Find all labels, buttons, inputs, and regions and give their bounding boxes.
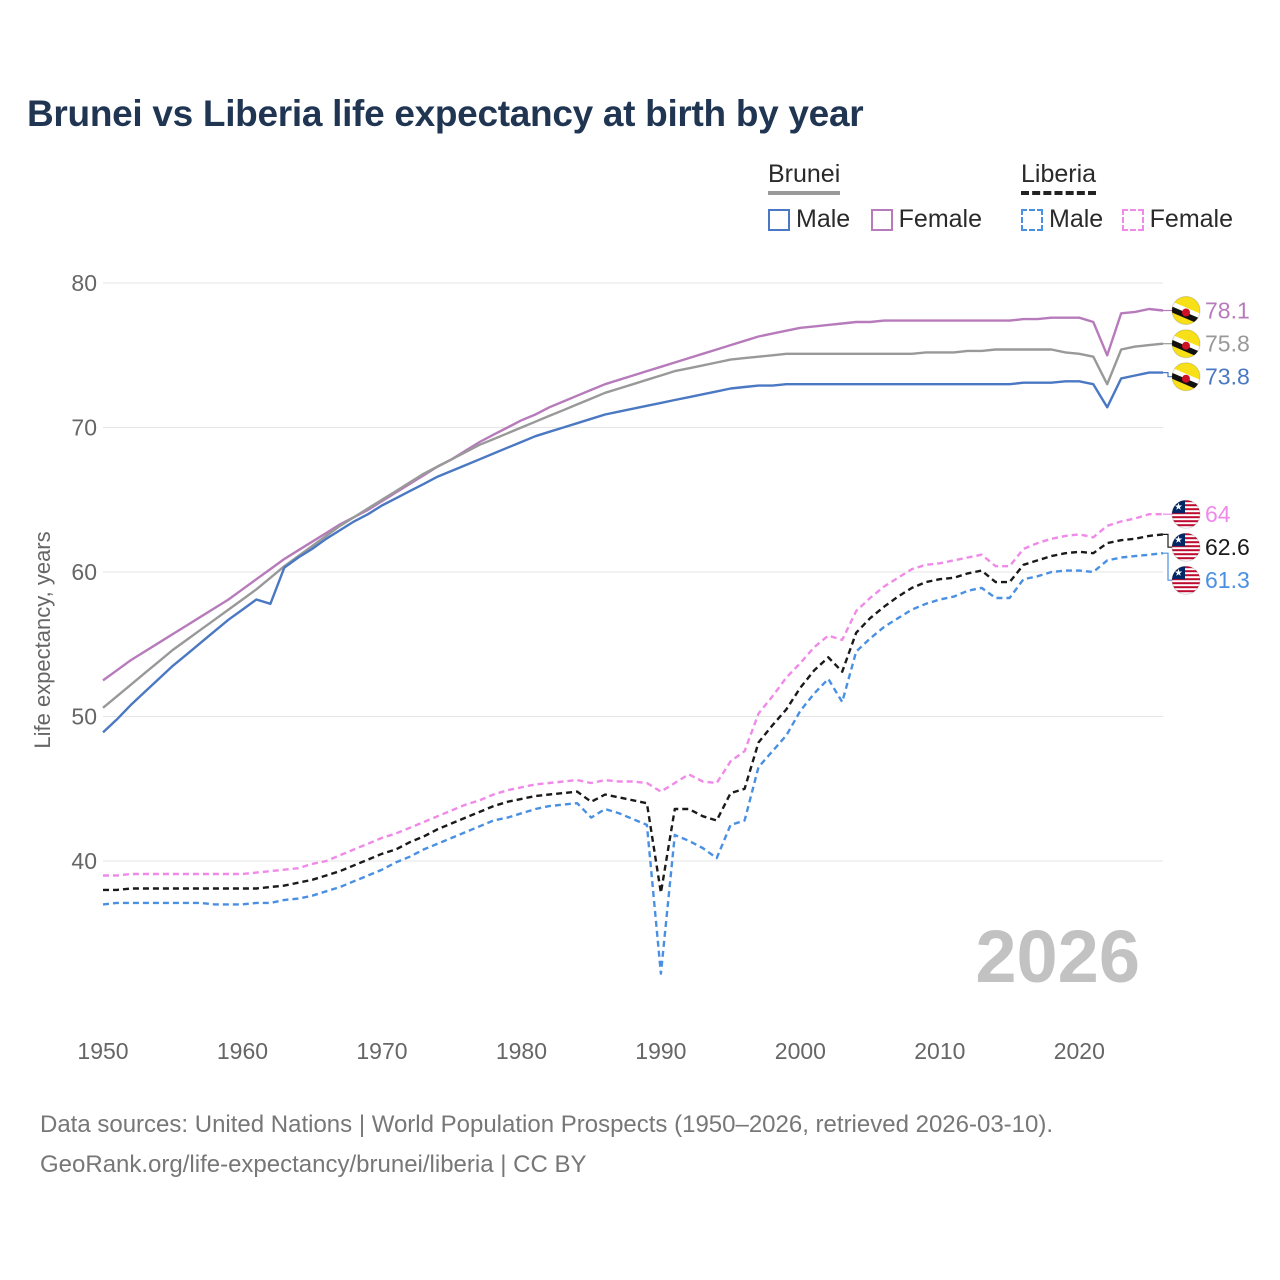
footer: Data sources: United Nations | World Pop… xyxy=(40,1105,1053,1185)
y-tick-label: 50 xyxy=(71,704,97,730)
end-label-liberia-female: 64 xyxy=(1163,499,1231,529)
current-year-watermark: 2026 xyxy=(975,915,1140,998)
y-tick-label: 60 xyxy=(71,559,97,585)
x-tick-label: 1990 xyxy=(635,1038,686,1064)
x-tick-label: 1950 xyxy=(77,1038,128,1064)
footer-link[interactable]: GeoRank.org/life-expectancy/brunei/liber… xyxy=(40,1151,587,1178)
legend-brunei-male-label: Male xyxy=(796,205,851,233)
y-axis-ticks: 40 50 60 70 80 xyxy=(71,270,97,874)
end-label-value: 75.8 xyxy=(1205,331,1250,357)
end-label-brunei-male: 73.8 xyxy=(1163,362,1250,392)
x-tick-label: 2000 xyxy=(775,1038,826,1064)
end-label-connector xyxy=(1163,372,1172,378)
legend-brunei-male-swatch xyxy=(768,208,790,231)
x-tick-label: 2020 xyxy=(1054,1038,1105,1064)
end-label-value: 61.3 xyxy=(1205,567,1250,593)
footer-sources: Data sources: United Nations | World Pop… xyxy=(40,1111,1054,1138)
series-brunei-male[interactable] xyxy=(102,371,1163,734)
legend-liberia-female-label: Female xyxy=(1149,205,1234,233)
end-label-brunei-female: 78.1 xyxy=(1163,296,1250,325)
series-liberia-male[interactable] xyxy=(102,552,1164,975)
legend-liberia-male[interactable]: Male xyxy=(1021,205,1103,234)
brunei-flag-icon xyxy=(1171,362,1201,392)
series-liberia-female[interactable] xyxy=(103,513,1163,877)
legend-liberia-female-swatch xyxy=(1121,208,1144,231)
series-brunei-total[interactable] xyxy=(102,342,1164,709)
liberia-flag-icon xyxy=(1171,565,1201,595)
y-tick-label: 40 xyxy=(71,848,97,874)
legend-liberia-male-swatch xyxy=(1021,208,1043,231)
end-label-brunei-total: 75.8 xyxy=(1163,329,1250,359)
end-label-connector xyxy=(1163,533,1172,548)
legend-brunei-female-swatch xyxy=(870,208,893,231)
series-liberia-total[interactable] xyxy=(103,533,1164,894)
legend-liberia-title: Liberia xyxy=(1021,160,1097,195)
legend-liberia-female[interactable]: Female xyxy=(1121,205,1234,234)
series-brunei-female[interactable] xyxy=(102,307,1164,682)
end-label-value: 73.8 xyxy=(1205,364,1250,390)
end-label-value: 78.1 xyxy=(1205,298,1250,324)
liberia-flag-icon xyxy=(1171,532,1201,562)
legend-brunei-female[interactable]: Female xyxy=(870,205,983,234)
end-label-value: 62.6 xyxy=(1205,534,1250,560)
legend-brunei-male[interactable]: Male xyxy=(768,205,850,234)
x-tick-label: 1970 xyxy=(356,1038,407,1064)
legend-brunei-female-label: Female xyxy=(898,205,983,233)
end-label-value: 64 xyxy=(1205,501,1231,527)
x-axis-ticks: 1950 1960 1970 1980 1990 2000 2010 2020 xyxy=(77,1038,1104,1064)
grid-lines xyxy=(103,282,1163,862)
y-tick-label: 70 xyxy=(71,415,97,441)
series-lines xyxy=(102,307,1164,975)
legend-brunei-title: Brunei xyxy=(768,160,841,195)
liberia-flag-icon xyxy=(1171,499,1201,529)
brunei-flag-icon xyxy=(1171,296,1201,325)
chart-title: Brunei vs Liberia life expectancy at bir… xyxy=(27,93,864,134)
legend-liberia-male-label: Male xyxy=(1049,205,1104,233)
y-axis-label: Life expectancy, years xyxy=(30,531,55,748)
x-tick-label: 1980 xyxy=(496,1038,547,1064)
x-tick-label: 2010 xyxy=(914,1038,965,1064)
end-label-liberia-total: 62.6 xyxy=(1163,532,1250,562)
brunei-flag-icon xyxy=(1171,329,1201,359)
end-label-connector xyxy=(1163,552,1172,581)
x-tick-label: 1960 xyxy=(217,1038,268,1064)
y-tick-label: 80 xyxy=(71,270,97,296)
legend-brunei: Brunei Male Female xyxy=(768,160,998,236)
legend-liberia: Liberia Male Female xyxy=(1021,160,1233,236)
end-labels: 78.1 75.8 73.8 64 62.6 61.3 xyxy=(1163,296,1250,595)
